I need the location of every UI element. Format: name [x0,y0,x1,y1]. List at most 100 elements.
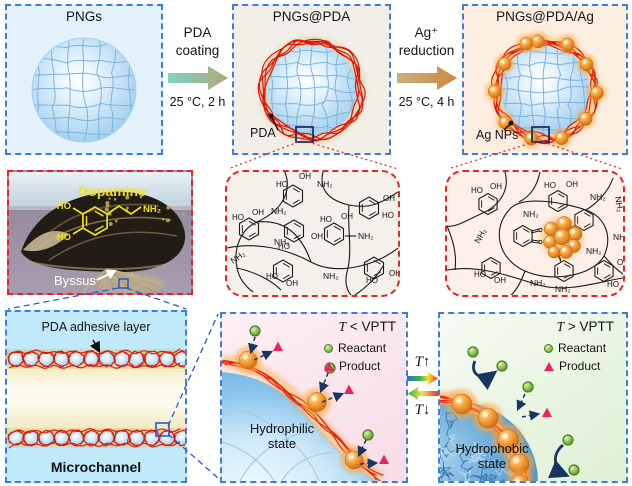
byssus-label: Byssus [54,273,96,288]
svg-text:OH: OH [494,276,506,285]
microchannel-panel: PDA adhesive layer Microchannel [5,310,187,483]
hot-legend: Reactant Product [544,341,606,373]
dopamine-nh2-label: NH₂ [143,204,161,215]
svg-text:NH₂: NH₂ [613,196,623,213]
pda-network-art: HOOHHOOHOHHOHOOHOHHOHOOHOHHONH₂NH₂NH₂NH₂… [227,172,398,295]
product-icon [544,361,554,371]
vptt-hot-panel: T > VPTT Reactant Product Hydrophobic st… [438,312,628,483]
dopamine-ho-top-label: HO [57,201,71,212]
product-icon [324,361,334,371]
svg-text:OH: OH [383,194,395,203]
pda-structure-panel: HOOHHOOHOHHOHOOHOHHOHOOHOHHONH₂NH₂NH₂NH₂… [225,170,400,297]
pda-callout: PDA [250,126,276,140]
reactant-icon [324,343,333,353]
svg-text:OH: OH [341,212,353,221]
svg-text:NH₂: NH₂ [274,237,290,247]
hot-legend-reactant: Reactant [544,341,606,355]
svg-text:HO: HO [471,186,483,195]
svg-text:HO: HO [266,272,278,281]
svg-text:HO: HO [607,280,619,289]
panel-pngs-title: PNGs [65,9,102,24]
hot-title-rest: > VPTT [564,319,614,334]
step1-condition: 25 °C, 2 h [169,95,226,110]
svg-text:HO: HO [474,270,486,279]
temp-down-label: T↓ [414,401,431,418]
svg-text:NH₂: NH₂ [613,232,623,242]
cold-legend: Reactant Product [324,341,386,373]
svg-text:OH: OH [286,279,298,288]
step1-label-line2: coating [175,42,220,58]
panel-pngs-pda-title: PNGs@PDA [272,9,351,24]
step2-label-line1: Ag⁺ [414,25,439,40]
svg-text:NH₂: NH₂ [472,227,488,245]
cold-title: T < VPTT [339,319,396,335]
panel-pngs-pda: PNGs@PDA PDA [232,4,391,155]
vptt-cold-panel: T < VPTT Reactant Product Hydrophilic st… [220,312,408,483]
svg-text:HO: HO [544,181,556,190]
hot-legend-product: Product [544,359,606,373]
svg-text:OH: OH [490,182,502,191]
down-arrow-icon: ↓ [422,401,431,418]
svg-text:OH: OH [299,172,311,181]
svg-text:OH: OH [252,208,264,217]
ag-nps-callout: Ag NPs [476,128,519,142]
temperature-gradient-arrows-icon [406,372,439,400]
step2-label-line2: reduction [398,42,455,58]
dopamine-label: Dopamine [78,183,146,199]
product-legend-label: Product [559,359,601,373]
hot-title-t: T [556,319,565,334]
svg-text:HO: HO [366,276,378,285]
step1-label: PDA coating [176,24,220,59]
hot-title: T > VPTT [557,319,614,335]
svg-text:NH₂: NH₂ [271,206,287,216]
hydrophobic-art [440,346,580,481]
pngs-sphere-art [31,37,137,143]
cold-title-rest: < VPTT [346,319,396,334]
svg-text:HO: HO [276,180,288,189]
panel-pngs-pda-ag-title: PNGs@PDA/Ag [496,9,594,24]
product-legend-label: Product [339,359,381,373]
panel-pngs: PNGs [5,4,163,155]
cold-title-t: T [338,319,347,334]
pda-ag-structure-panel: HO OH HO OH HO OH OH HO NH₂ NH₂ NH₂ NH₂ NH₂ NH₂ NH₂ NH₂ [445,170,625,297]
reaction-arrow-2-icon [396,66,457,91]
reactant-legend-label: Reactant [558,341,607,355]
svg-text:HO: HO [278,242,290,251]
step-pda-coating: PDA coating 25 °C, 2 h [163,24,232,139]
svg-text:NH₂: NH₂ [586,246,602,256]
microchannel-label: Microchannel [50,459,142,475]
svg-text:HO: HO [320,215,332,224]
cold-legend-reactant: Reactant [324,341,386,355]
panel-pngs-pda-ag: PNGs@PDA/Ag Ag NPs [462,4,628,155]
mussel-photo-art: Dopamine HO HO NH₂ Byssus [9,172,191,293]
svg-text:OH: OH [566,180,578,189]
temperature-toggle: T↑ T↓ [405,353,440,427]
up-arrow-icon: ↑ [422,353,431,370]
dopamine-ho-bottom-label: HO [57,232,71,243]
reactant-icon [544,343,553,353]
pngs-pda-sphere-art [257,37,366,143]
reaction-arrow-1-icon [167,66,228,91]
svg-text:NH₂: NH₂ [358,231,374,241]
step1-label-line1: PDA [183,25,212,40]
svg-text:NH₂: NH₂ [530,278,546,288]
pngs-pda-ag-sphere-art [484,31,607,149]
microchannel-art [7,339,185,449]
svg-text:NH₂: NH₂ [555,284,571,294]
temp-up-label: T↑ [414,353,431,370]
svg-text:NH₂: NH₂ [523,209,539,219]
svg-text:NH₂: NH₂ [317,179,333,189]
svg-text:NH₂: NH₂ [228,249,246,266]
step-ag-reduction: Ag⁺ reduction 25 °C, 4 h [391,24,462,139]
svg-text:HO: HO [232,213,244,222]
svg-text:NH₂: NH₂ [323,271,339,281]
pda-adhesive-layer-label: PDA adhesive layer [41,320,151,334]
cold-legend-product: Product [324,359,386,373]
hydrophilic-art [222,325,389,481]
step2-condition: 25 °C, 4 h [398,95,455,110]
svg-text:NH₂: NH₂ [590,192,606,202]
hydrophobic-state-label: Hydrophobic state [455,441,529,471]
svg-text:OH: OH [617,258,623,267]
step2-label: Ag⁺ reduction [399,24,455,59]
mussel-photo-panel: Dopamine HO HO NH₂ Byssus [7,170,193,295]
